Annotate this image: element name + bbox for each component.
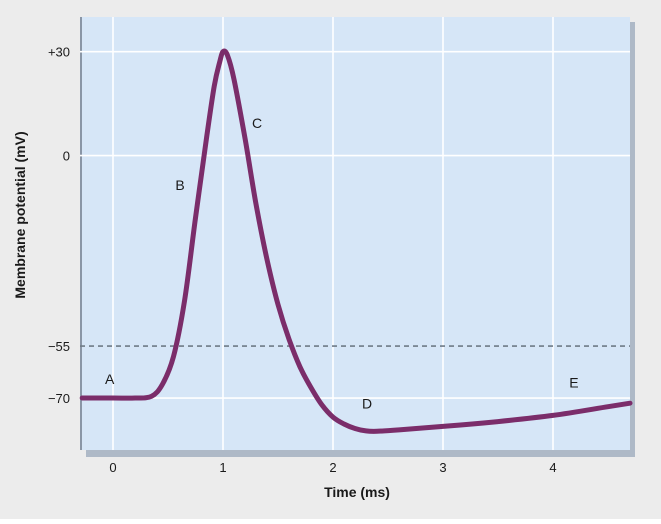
annotation-label-d: D — [362, 395, 372, 411]
x-tick-label: 2 — [329, 460, 336, 475]
grid — [80, 17, 630, 450]
plot-area — [80, 17, 630, 450]
annotation-label-a: A — [105, 371, 115, 387]
y-tick-label: −70 — [48, 391, 70, 406]
series-line-membrane-potential — [79, 48, 633, 434]
x-tick-labels: 0 1 2 3 4 — [109, 460, 556, 475]
annotation-label-c: C — [252, 115, 262, 131]
y-axis-label: Membrane potential (mV) — [12, 131, 28, 298]
x-tick-label: 4 — [549, 460, 556, 475]
x-tick-label: 3 — [439, 460, 446, 475]
y-tick-label: 0 — [63, 149, 70, 164]
x-tick-label: 1 — [219, 460, 226, 475]
annotations-group: A B C D E — [105, 115, 579, 412]
y-tick-labels: +30 0 −55 −70 — [48, 45, 70, 406]
x-tick-label: 0 — [109, 460, 116, 475]
y-tick-label: +30 — [48, 45, 70, 60]
series-group — [79, 48, 633, 434]
x-axis-label: Time (ms) — [324, 484, 390, 500]
annotation-label-e: E — [569, 375, 578, 391]
y-tick-label: −55 — [48, 339, 70, 354]
annotation-label-b: B — [175, 177, 184, 193]
